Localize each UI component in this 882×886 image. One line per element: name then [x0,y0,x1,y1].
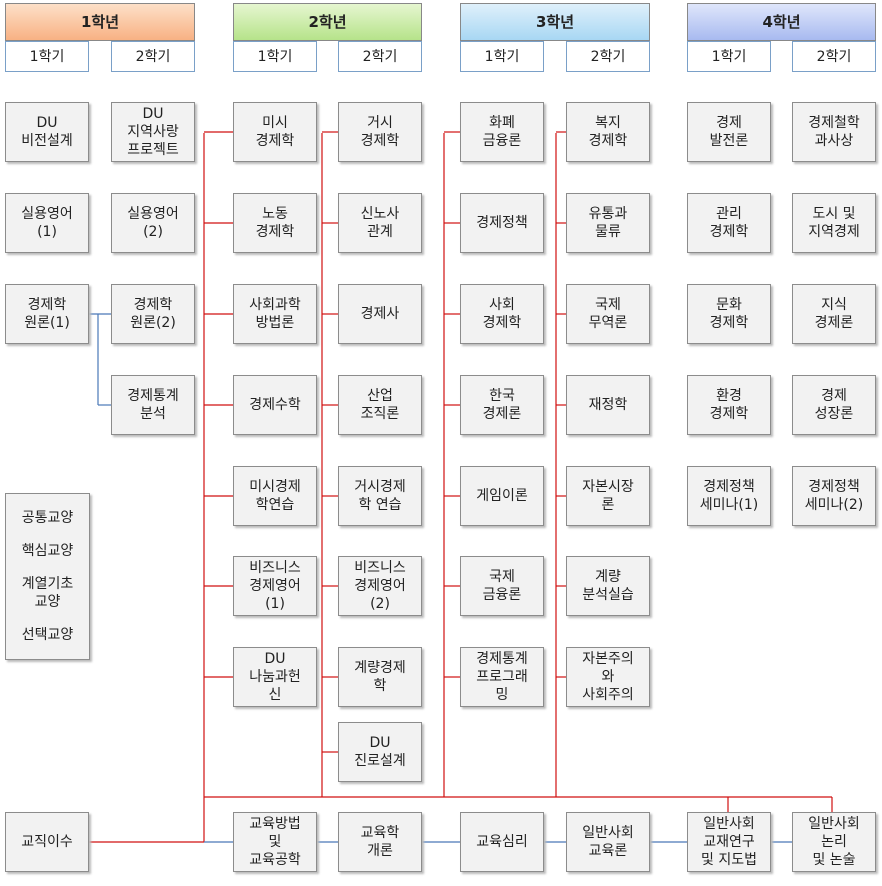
course: 경제정책 세미나(2) [792,466,876,526]
course: 경제학 원론(2) [111,284,195,344]
course: 산업 조직론 [338,375,422,435]
course: 유통과 물류 [566,193,650,253]
course: 계량 분석실습 [566,556,650,616]
year-header: 4학년 [687,3,876,41]
course: 경제수학 [233,375,317,435]
course: 게임이론 [460,466,544,526]
course: 자본시장 론 [566,466,650,526]
course: 한국 경제론 [460,375,544,435]
course: 화폐 금융론 [460,102,544,162]
course: 경제 성장론 [792,375,876,435]
legend-item: 핵심교양 [21,543,74,559]
course: 노동 경제학 [233,193,317,253]
course: 거시경제 학 연습 [338,466,422,526]
course: 교육심리 [460,812,544,872]
course: 실용영어 (1) [5,193,89,253]
course: 미시경제 학연습 [233,466,317,526]
course: 계량경제 학 [338,647,422,707]
course: 경제통계 분석 [111,375,195,435]
year-header: 3학년 [460,3,650,41]
semester: 1학기 [687,41,771,72]
semester: 1학기 [5,41,89,72]
course: 경제정책 세미나(1) [687,466,771,526]
course: 신노사 관계 [338,193,422,253]
course: 관리 경제학 [687,193,771,253]
course: DU 나눔과헌 신 [233,647,317,707]
course: 경제학 원론(1) [5,284,89,344]
legend-item: 공통교양 [21,510,74,526]
course: 경제 발전론 [687,102,771,162]
course: 도시 및 지역경제 [792,193,876,253]
semester: 1학기 [233,41,317,72]
course: 거시 경제학 [338,102,422,162]
year-header: 2학년 [233,3,422,41]
course: 자본주의 와 사회주의 [566,647,650,707]
course: 비즈니스 경제영어 (2) [338,556,422,616]
semester: 2학기 [792,41,876,72]
course: 일반사회 교재연구 및 지도법 [687,812,771,872]
course: 문화 경제학 [687,284,771,344]
course: 복지 경제학 [566,102,650,162]
course: 경제통계 프로그래 밍 [460,647,544,707]
course: 국제 무역론 [566,284,650,344]
course: 비즈니스 경제영어 (1) [233,556,317,616]
course: 일반사회 논리 및 논술 [792,812,876,872]
course: 미시 경제학 [233,102,317,162]
course: 환경 경제학 [687,375,771,435]
course: DU 비전설계 [5,102,89,162]
legend-item: 계열기초 교양 [21,576,74,610]
course: 일반사회 교육론 [566,812,650,872]
course: 사회 경제학 [460,284,544,344]
semester: 2학기 [111,41,195,72]
course: 국제 금융론 [460,556,544,616]
semester: 2학기 [338,41,422,72]
course: DU 진로설계 [338,722,422,782]
course: DU 지역사랑 프로젝트 [111,102,195,162]
course: 경제정책 [460,193,544,253]
course: 실용영어 (2) [111,193,195,253]
course: 사회과학 방법론 [233,284,317,344]
course: 재정학 [566,375,650,435]
legend-item: 선택교양 [21,627,74,643]
semester: 1학기 [460,41,544,72]
course: 경제사 [338,284,422,344]
course: 교육방법 및 교육공학 [233,812,317,872]
course: 교육학 개론 [338,812,422,872]
year-header: 1학년 [5,3,195,41]
semester: 2학기 [566,41,650,72]
course: 경제철학 과사상 [792,102,876,162]
course: 교직이수 [5,812,89,872]
course: 지식 경제론 [792,284,876,344]
